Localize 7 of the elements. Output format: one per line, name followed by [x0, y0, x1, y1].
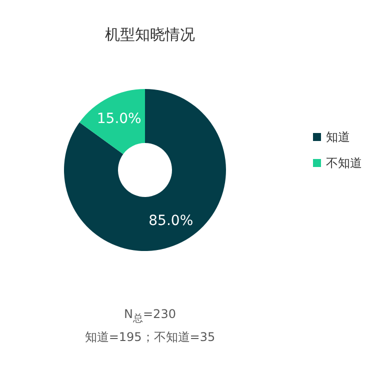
- legend-label: 不知道: [326, 156, 362, 170]
- data-label: 85.0%: [148, 212, 194, 229]
- data-label: 15.0%: [96, 111, 142, 128]
- text: 知道=195；不知道=35: [84, 329, 216, 346]
- legend-label: 知道: [326, 130, 350, 144]
- chart-title: 机型知晓情况: [105, 26, 195, 44]
- text: N$_{总}$=230: [123, 306, 177, 326]
